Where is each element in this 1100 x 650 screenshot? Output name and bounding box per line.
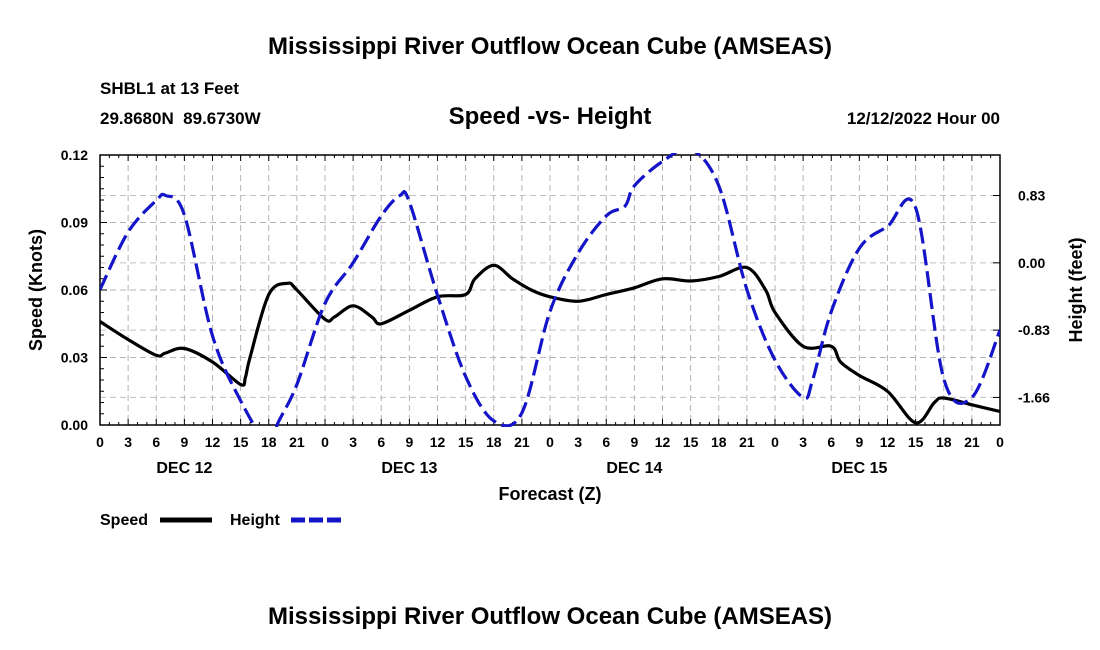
x-tick-label: 6 bbox=[827, 434, 835, 450]
series-line-speed bbox=[100, 263, 1000, 425]
x-tick-label: 0 bbox=[321, 434, 329, 450]
x-tick-label: 0 bbox=[996, 434, 1004, 450]
x-tick-label: 21 bbox=[739, 434, 755, 450]
series-layer bbox=[100, 153, 1000, 427]
x-tick-label: 3 bbox=[349, 434, 357, 450]
x-tick-label: 3 bbox=[799, 434, 807, 450]
station-label: SHBL1 at 13 Feet bbox=[100, 79, 239, 98]
y-tick-label-left: 0.12 bbox=[61, 147, 88, 163]
day-label: DEC 13 bbox=[381, 460, 437, 477]
x-tick-label: 3 bbox=[124, 434, 132, 450]
x-tick-label: 9 bbox=[405, 434, 413, 450]
x-tick-label: 15 bbox=[683, 434, 699, 450]
day-label: DEC 14 bbox=[606, 460, 662, 477]
x-tick-label: 18 bbox=[936, 434, 952, 450]
x-tick-label: 21 bbox=[514, 434, 530, 450]
x-tick-label: 15 bbox=[233, 434, 249, 450]
x-tick-label: 9 bbox=[855, 434, 863, 450]
chart-subtitle: Speed -vs- Height bbox=[449, 103, 652, 130]
y-tick-label-left: 0.03 bbox=[61, 350, 88, 366]
x-tick-label: 18 bbox=[261, 434, 277, 450]
legend-height-label: Height bbox=[230, 512, 280, 529]
x-tick-label: 15 bbox=[458, 434, 474, 450]
x-tick-label: 6 bbox=[152, 434, 160, 450]
y-axis-label-left: Speed (Knots) bbox=[26, 229, 46, 351]
legend: Speed Height bbox=[100, 512, 343, 529]
axes bbox=[99, 154, 1001, 426]
y-tick-label-left: 0.09 bbox=[61, 215, 88, 231]
x-tick-label: 9 bbox=[630, 434, 638, 450]
x-tick-label: 0 bbox=[96, 434, 104, 450]
location-label: 29.8680N 89.6730W bbox=[100, 109, 262, 128]
x-tick-label: 12 bbox=[880, 434, 896, 450]
x-tick-label: 18 bbox=[711, 434, 727, 450]
x-tick-label: 15 bbox=[908, 434, 924, 450]
y-axis-label-right: Height (feet) bbox=[1066, 238, 1086, 343]
y-tick-label-right: 0.00 bbox=[1018, 255, 1045, 271]
series-line-height bbox=[100, 153, 1000, 427]
y-tick-label-left: 0.06 bbox=[61, 282, 88, 298]
x-tick-label: 9 bbox=[180, 434, 188, 450]
tick-labels: 0 3 6 9 12 15 18 21 0 3 6 9 12 15 18 21 0 3 6 9 12 15 18 21 0 3 6 9… bbox=[61, 147, 1050, 477]
x-tick-label: 6 bbox=[602, 434, 610, 450]
day-label: DEC 12 bbox=[156, 460, 212, 477]
x-tick-label: 0 bbox=[546, 434, 554, 450]
y-tick-label-left: 0.00 bbox=[61, 417, 88, 433]
x-tick-label: 21 bbox=[289, 434, 305, 450]
date-label: 12/12/2022 Hour 00 bbox=[847, 109, 1000, 128]
x-tick-label: 18 bbox=[486, 434, 502, 450]
x-tick-label: 0 bbox=[771, 434, 779, 450]
day-label: DEC 15 bbox=[831, 460, 887, 477]
x-tick-label: 6 bbox=[377, 434, 385, 450]
x-tick-label: 21 bbox=[964, 434, 980, 450]
y-tick-label-right: 0.83 bbox=[1018, 188, 1045, 204]
legend-speed-label: Speed bbox=[100, 512, 148, 529]
y-tick-label-right: -1.66 bbox=[1018, 389, 1050, 405]
chart-title: Mississippi River Outflow Ocean Cube (AM… bbox=[268, 33, 832, 60]
y-tick-label-right: -0.83 bbox=[1018, 322, 1050, 338]
footer-title: Mississippi River Outflow Ocean Cube (AM… bbox=[268, 603, 832, 630]
x-tick-label: 12 bbox=[205, 434, 221, 450]
x-axis-label: Forecast (Z) bbox=[498, 484, 601, 504]
x-tick-label: 12 bbox=[655, 434, 671, 450]
x-tick-label: 12 bbox=[430, 434, 446, 450]
x-tick-label: 3 bbox=[574, 434, 582, 450]
